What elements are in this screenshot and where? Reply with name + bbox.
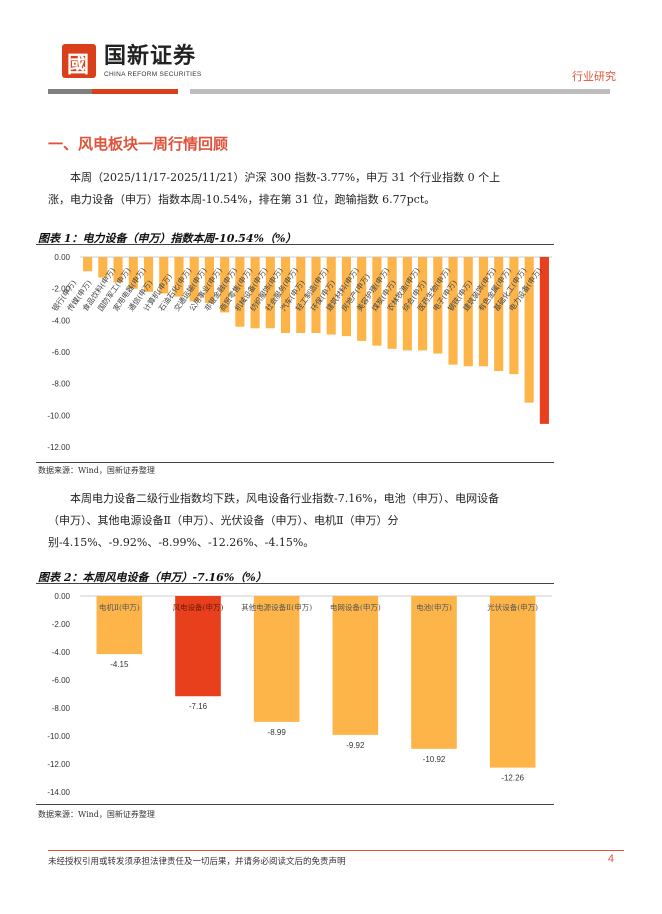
y-tick-label: -4.00 [52,648,71,657]
bar [96,596,143,655]
bar [159,257,169,294]
logo-mark-icon: 國 [62,44,96,78]
y-tick-label: -8.00 [52,704,71,713]
company-name-cn: 国新证券 [104,43,197,69]
figure2-source: 数据来源：Wind，国新证券整理 [38,810,155,819]
bar [478,257,489,367]
value-label: -8.99 [268,728,287,737]
y-tick-label: 0.00 [54,592,70,601]
paragraph-weekly-summary: 本周（2025/11/17-2025/11/21）沪深 300 指数-3.77%… [48,171,501,206]
bar [448,257,458,365]
bar [113,257,123,283]
bar [189,257,199,302]
bar [411,596,457,749]
value-label: -12.26 [501,774,524,783]
logo-text: 国新证券 CHINA REFORM SECURITIES [104,43,202,78]
bar [265,257,275,329]
category-label: 电机Ⅱ(申万) [99,602,140,612]
bar [128,257,138,289]
y-tick-label: -12.00 [47,443,70,452]
value-label: -4.15 [110,660,129,669]
bar [280,257,291,333]
bar [98,257,108,278]
bar [143,257,154,292]
bar [311,257,321,333]
y-tick-label: -10.00 [47,732,70,741]
logo-char: 國 [67,52,90,78]
bar [204,257,214,303]
figure1-bar-chart: 0.00-2.00-4.00-6.00-8.00-10.00-12.00银行(申… [47,253,552,452]
header-divider-accent [92,89,178,94]
bar [387,257,397,349]
page-number: 4 [607,853,614,865]
figure2-top-rule [36,583,554,584]
bar [250,257,260,329]
section-title: 一、风电板块一周行情回顾 [48,135,229,153]
footer-rule [48,850,624,851]
y-tick-label: -4.00 [52,316,71,325]
value-label: -7.16 [189,702,208,711]
y-tick-label: -6.00 [52,348,71,357]
category-label: 电池(申万) [416,602,452,612]
y-tick-label: -2.00 [52,285,71,294]
paragraph-subsector-summary: 本周电力设备二级行业指数均下跌，风电设备行业指数-7.16%，电池（申万）、电网… [48,492,500,549]
figure1-title: 图表 1：电力设备（申万）指数本周-10.54%（%） [38,232,297,245]
bar [341,257,352,337]
figure2-bottom-rule [36,804,554,805]
value-label: -9.92 [346,741,365,750]
value-label: -10.92 [423,755,446,764]
bar [539,257,549,424]
y-tick-label: -12.00 [47,760,70,769]
y-tick-label: -8.00 [52,380,71,389]
figure2-bar-chart: 0.00 -2.00 -4.00 -6.00 -8.00 -10.00 -12.00 -14.… [47,592,552,797]
header-divider-gray [48,89,92,94]
bar [494,257,504,371]
category-label: 风电设备(申万) [173,602,224,612]
bar [357,257,367,341]
footer-disclaimer: 未经授权引用或转发须承担法律责任及一切后果，并请务必阅读文后的免责声明 [48,857,346,867]
category-label: 光伏设备(申万) [487,602,538,612]
y-tick-label: -14.00 [47,788,70,797]
figure2-title: 图表 2：本周风电设备（申万）-7.16%（%） [38,571,267,584]
bar [509,257,519,375]
company-logo: 國 国新证券 CHINA REFORM SECURITIES [62,44,202,78]
y-tick-label: -10.00 [47,411,70,420]
bar [235,257,245,327]
bar [372,257,382,346]
figure1-source: 数据来源：Wind，国新证券整理 [38,466,155,475]
category-label: 电网设备(申万) [330,602,381,612]
section-tag: 行业研究 [572,70,616,83]
figure1-bottom-rule [36,462,554,463]
header-divider-light [190,89,610,94]
bar [220,257,230,313]
y-tick-label: 0.00 [54,253,70,262]
bar [524,257,534,403]
bar [418,257,428,351]
bar [402,257,412,351]
y-tick-label: -2.00 [52,620,71,629]
bar [174,257,184,297]
bar [463,257,473,367]
bar [326,257,336,335]
bar [332,596,379,735]
y-tick-label: -6.00 [52,676,71,685]
company-name-en: CHINA REFORM SECURITIES [104,70,202,78]
bar [253,596,300,722]
bar [296,257,306,333]
figure1-top-rule [36,244,554,245]
bar [175,596,221,697]
bar [489,596,536,768]
bar [83,257,93,272]
category-label: 其他电源设备Ⅱ(申万) [241,602,312,612]
bar [433,257,443,354]
